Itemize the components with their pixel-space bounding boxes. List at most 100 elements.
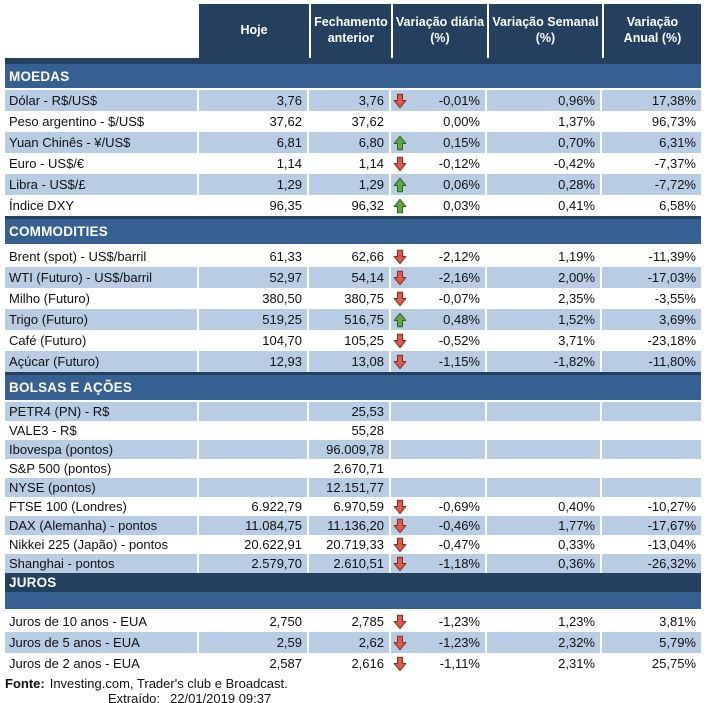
cell-variacao-semanal: 2,31% [487,653,602,674]
cell-variacao-diaria: 0,03% [391,195,487,216]
row-label: Dólar - R$/US$ [5,90,199,111]
cell-variacao-diaria: -1,23% [391,611,487,632]
cell-hoje [199,440,309,459]
table-row: Yuan Chinês - ¥/US$ 6,81 6,80 0,15% 0,70% 6,3… [5,132,701,153]
arrow-up-icon [393,312,407,327]
cell-fechamento: 54,14 [309,267,391,288]
variacao-diaria-value: -0,01% [438,93,480,108]
cell-variacao-semanal [487,402,602,421]
cell-hoje: 1,29 [199,174,309,195]
cell-variacao-anual: 6,58% [659,198,696,213]
variacao-diaria-value: -1,23% [438,614,480,629]
cell-hoje: 20.622,91 [199,535,309,554]
section-title: BOLSAS E AÇÕES [9,380,133,395]
cell-hoje: 6,81 [199,132,309,153]
row-label: Trigo (Futuro) [5,309,199,330]
cell-variacao-anual: -17,03% [647,270,696,285]
arrow-down-icon [393,354,407,369]
cell-variacao-semanal: 0,96% [487,90,602,111]
cell-fechamento: 2,616 [309,653,391,674]
cell-hoje: 11.084,75 [199,516,309,535]
cell-hoje: 1,14 [199,153,309,174]
cell-variacao-diaria: 0,00% [391,111,487,132]
cell-variacao-semanal: 2,35% [487,288,602,309]
table-row: Juros de 5 anos - EUA 2,59 2,62 -1,23% 2,32%… [5,632,701,653]
cell-fechamento: 55,28 [309,421,391,440]
cell-hoje: 6.922,79 [199,497,309,516]
table-row: VALE3 - R$ 55,28 [5,421,701,440]
cell-variacao-anual: -13,04% [647,537,696,552]
arrow-down-icon [393,249,407,264]
variacao-diaria-value: -0,46% [438,518,480,533]
cell-hoje: 52,97 [199,267,309,288]
cell-fechamento: 3,76 [309,90,391,111]
table-row: Juros de 10 anos - EUA 2,750 2,785 -1,23% 1,… [5,611,701,632]
cell-hoje: 61,33 [199,246,309,267]
cell-fechamento: 37,62 [309,111,391,132]
cell-hoje: 2,59 [199,632,309,653]
arrow-down-icon [393,291,407,306]
variacao-diaria-value: -0,12% [438,156,480,171]
cell-variacao-semanal: 0,70% [487,132,602,153]
row-label: Açúcar (Futuro) [5,351,199,372]
variacao-diaria-value: 0,06% [443,177,480,192]
cell-variacao-semanal: 1,77% [487,516,602,535]
arrow-down-icon [393,537,407,552]
cell-variacao-anual: 6,31% [659,135,696,150]
cell-fechamento: 25,53 [309,402,391,421]
row-label: S&P 500 (pontos) [5,459,199,478]
cell-variacao-semanal: 3,71% [487,330,602,351]
arrow-down-icon [393,635,407,650]
section-header-bolsas-e-a-es: BOLSAS E AÇÕES [5,372,701,400]
cell-hoje: 2.579,70 [199,554,309,573]
variacao-diaria-value: 0,03% [443,198,480,213]
cell-variacao-semanal: 2,00% [487,267,602,288]
table-row: Dólar - R$/US$ 3,76 3,76 -0,01% 0,96% 17,38% [5,90,701,111]
cell-fechamento: 6,80 [309,132,391,153]
variacao-diaria-value: -0,52% [438,333,480,348]
table-row: Milho (Futuro) 380,50 380,75 -0,07% 2,35% -3,… [5,288,701,309]
row-label: WTI (Futuro) - US$/barril [5,267,199,288]
fonte-label: Fonte: [5,676,45,691]
cell-variacao-anual [602,459,701,478]
cell-hoje: 519,25 [199,309,309,330]
section-bar-fill [5,592,701,609]
row-label: Nikkei 225 (Japão) - pontos [5,535,199,554]
cell-variacao-semanal: -0,42% [487,153,602,174]
row-label: Milho (Futuro) [5,288,199,309]
row-label: DAX (Alemanha) - pontos [5,516,199,535]
cell-variacao-anual [602,440,701,459]
cell-variacao-diaria: -1,18% [391,554,487,573]
cell-fechamento: 105,25 [309,330,391,351]
cell-variacao-diaria [391,478,487,497]
cell-variacao-semanal [487,459,602,478]
arrow-down-icon [393,93,407,108]
variacao-diaria-value: -1,23% [438,635,480,650]
row-label: Juros de 5 anos - EUA [5,632,199,653]
cell-hoje: 2,750 [199,611,309,632]
cell-variacao-diaria [391,440,487,459]
section-title: MOEDAS [9,68,70,84]
cell-variacao-anual: 96,73% [651,114,696,129]
cell-variacao-anual: -26,32% [647,556,696,571]
cell-fechamento: 380,75 [309,288,391,309]
cell-variacao-semanal: 0,40% [487,497,602,516]
cell-fechamento: 11.136,20 [309,516,391,535]
cell-fechamento: 516,75 [309,309,391,330]
cell-variacao-semanal: -1,82% [487,351,602,372]
cell-variacao-anual [602,478,701,497]
cell-variacao-diaria: -0,47% [391,535,487,554]
cell-hoje [199,402,309,421]
extraction-note: Extraído: 22/01/2019 09:37 [5,691,701,703]
sections: MOEDAS Dólar - R$/US$ 3,76 3,76 -0,01% 0,96% 1… [5,58,701,674]
table-row: Nikkei 225 (Japão) - pontos 20.622,91 20.7… [5,535,701,554]
variacao-diaria-value: -0,69% [438,499,480,514]
row-label: NYSE (pontos) [5,478,199,497]
cell-fechamento: 2.610,51 [309,554,391,573]
cell-variacao-semanal: 0,41% [487,195,602,216]
row-label: Juros de 10 anos - EUA [5,611,199,632]
table-row: Euro - US$/€ 1,14 1,14 -0,12% -0,42% -7,37% [5,153,701,174]
cell-variacao-semanal: 1,19% [487,246,602,267]
arrow-down-icon [393,156,407,171]
